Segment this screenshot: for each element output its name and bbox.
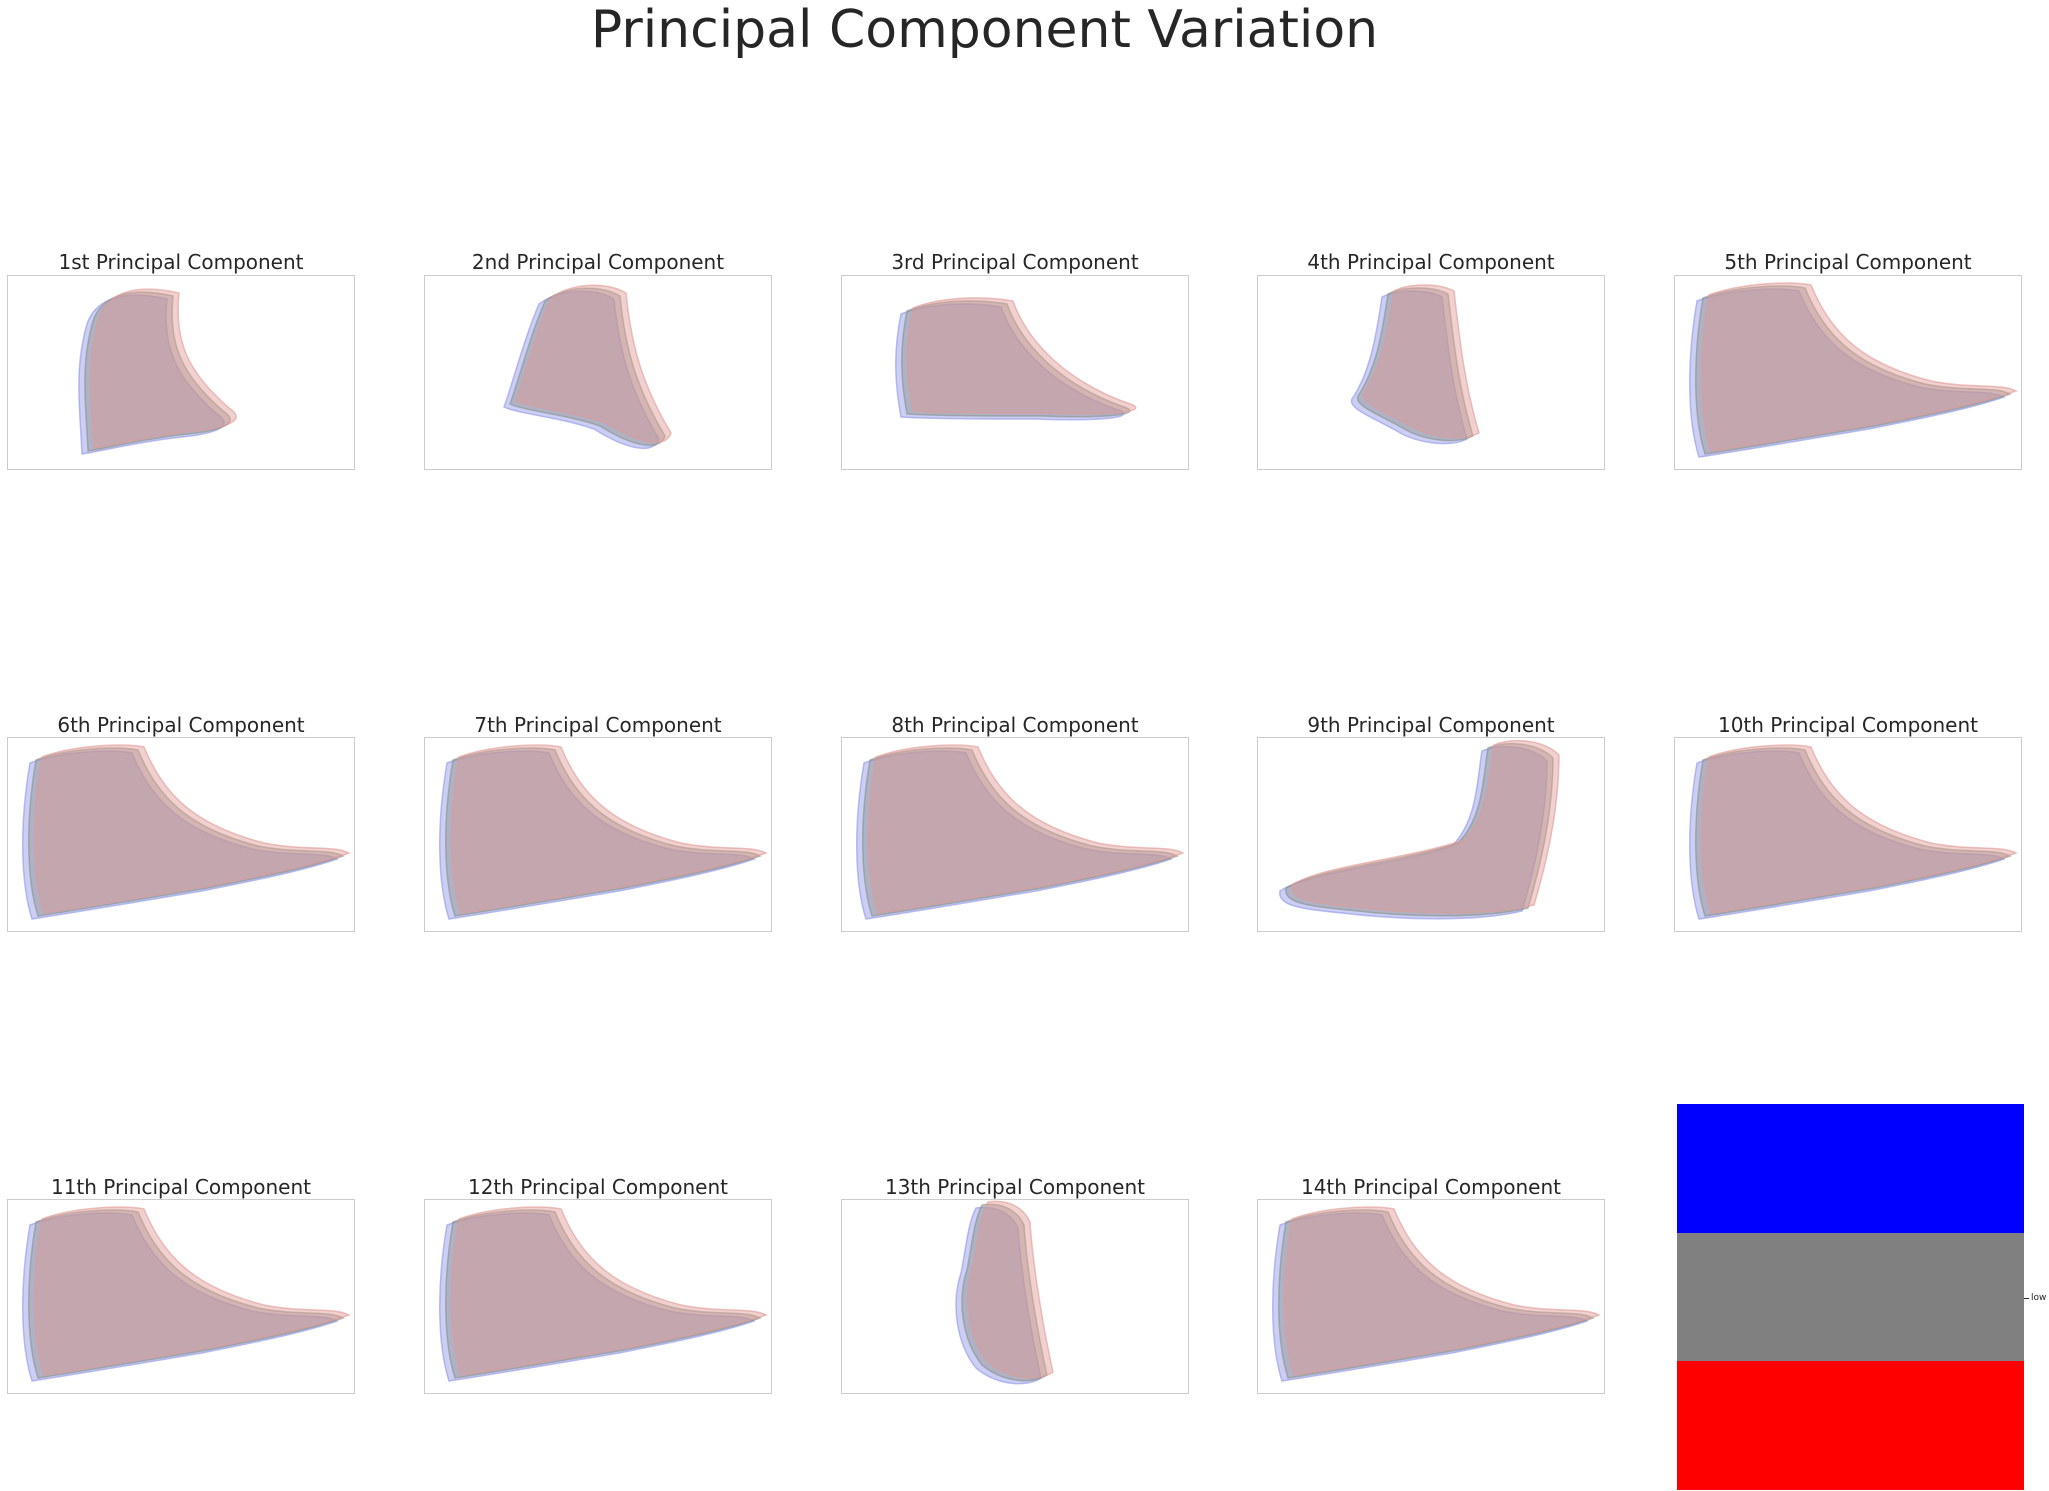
colorbar-tick [2024,1298,2029,1299]
panel-frame [841,737,1189,932]
panel-frame [7,1199,355,1394]
foot-overlay [1688,744,2018,920]
panel-frame [1257,275,1605,470]
foot-shape-high [1362,284,1480,439]
panel-title: 13th Principal Component [884,1175,1146,1199]
panel-frame [424,1199,772,1394]
foot-overlay [21,744,351,920]
foot-shape-mean [1285,742,1554,917]
colorbar-band-high [1677,1361,2024,1490]
foot-shape-mean [1356,287,1474,442]
foot-shape-high [33,1206,351,1376]
foot-overlay [438,744,768,920]
panel-title: 5th Principal Component [1724,250,1972,274]
foot-shape-low [895,303,1125,421]
foot-shape-low [1350,290,1468,445]
foot-shape-high [90,288,237,449]
panel-title: 10th Principal Component [1717,713,1979,737]
foot-shape-mean [961,1203,1048,1382]
panel-frame [1674,737,2022,932]
panel-frame [424,275,772,470]
foot-shape-high [450,1206,768,1376]
colorbar-band-mean [1677,1232,2024,1362]
panel-title: 1st Principal Component [58,250,304,274]
foot-overlay [855,744,1185,920]
panel-frame [841,1199,1189,1394]
foot-overlay [895,297,1137,421]
panel-frame [1257,1199,1605,1394]
panel-frame [424,737,772,932]
colorbar-band-low [1677,1104,2024,1233]
foot-overlay [955,1200,1054,1385]
foot-overlay [1271,1206,1601,1382]
panel-frame [1674,275,2022,470]
foot-overlay [1279,739,1560,920]
foot-overlay [1350,284,1480,445]
foot-shape-high [1700,282,2018,452]
foot-shape-mean [509,287,666,447]
panel-title: 2nd Principal Component [471,250,725,274]
colorbar-tick-label: low [2031,1293,2047,1303]
panel-title: 11th Principal Component [50,1175,312,1199]
panel-title: 14th Principal Component [1300,1175,1562,1199]
panel-title: 8th Principal Component [891,713,1139,737]
foot-overlay [438,1206,768,1382]
foot-shape-high [450,744,768,914]
panel-title: 4th Principal Component [1307,250,1555,274]
figure-title: Principal Component Variation [590,0,1379,60]
foot-shape-high [1700,744,2018,914]
panel-frame [7,275,355,470]
foot-shape-low [503,290,660,450]
foot-shape-high [1283,1206,1601,1376]
foot-shape-high [907,297,1137,415]
colorbar [1677,1104,2024,1490]
foot-shape-high [33,744,351,914]
panel-frame [841,275,1189,470]
foot-shape-low [955,1206,1042,1385]
foot-shape-high [967,1200,1054,1379]
panel-title: 12th Principal Component [467,1175,729,1199]
foot-shape-mean [901,300,1131,418]
panel-title: 3rd Principal Component [891,250,1139,274]
panel-title: 7th Principal Component [474,713,722,737]
foot-shape-high [515,284,672,444]
foot-overlay [503,284,672,450]
foot-shape-high [1291,739,1560,914]
panel-frame [1257,737,1605,932]
panel-title: 9th Principal Component [1307,713,1555,737]
foot-overlay [21,1206,351,1382]
panel-frame [7,737,355,932]
foot-overlay [78,288,237,455]
foot-overlay [1688,282,2018,458]
panel-title: 6th Principal Component [57,713,305,737]
foot-shape-high [867,744,1185,914]
foot-shape-low [1279,745,1548,920]
